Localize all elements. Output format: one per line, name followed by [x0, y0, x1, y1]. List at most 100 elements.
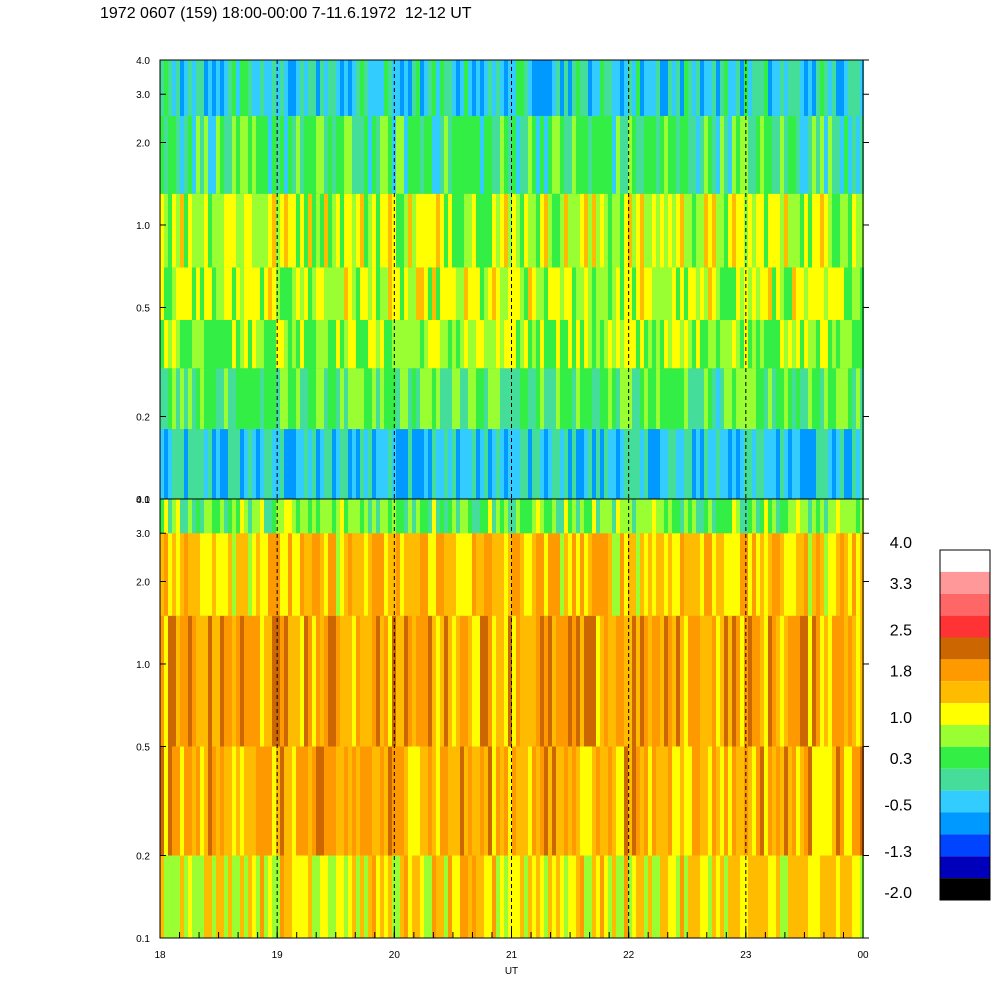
spectrogram-cell — [732, 746, 736, 856]
spectrogram-cell — [852, 615, 856, 747]
spectrogram-cell — [680, 368, 684, 430]
spectrogram-cell — [636, 115, 640, 194]
spectrogram-cell — [504, 267, 508, 321]
spectrogram-cell — [780, 533, 784, 616]
spectrogram-cell — [468, 320, 472, 369]
spectrogram-cell — [560, 855, 564, 938]
spectrogram-cell — [712, 60, 716, 116]
spectrogram-cell — [164, 368, 168, 430]
spectrogram-cell — [860, 615, 864, 747]
spectrogram-cell — [160, 429, 164, 499]
spectrogram-cell — [184, 429, 188, 499]
spectrogram-cell — [628, 855, 632, 938]
spectrogram-cell — [588, 267, 592, 321]
spectrogram-cell — [368, 368, 372, 430]
spectrogram-cell — [692, 193, 696, 268]
spectrogram-cell — [408, 320, 412, 369]
spectrogram-cell — [164, 533, 168, 616]
spectrogram-cell — [464, 855, 468, 938]
spectrogram-cell — [620, 499, 624, 534]
spectrogram-cell — [540, 429, 544, 499]
spectrogram-cell — [212, 855, 216, 938]
spectrogram-cell — [280, 429, 284, 499]
spectrogram-cell — [228, 320, 232, 369]
spectrogram-cell — [252, 855, 256, 938]
spectrogram-cell — [468, 533, 472, 616]
spectrogram-cell — [676, 60, 680, 116]
spectrogram-cell — [620, 193, 624, 268]
spectrogram-cell — [708, 615, 712, 747]
spectrogram-cell — [324, 368, 328, 430]
spectrogram-cell — [348, 429, 352, 499]
spectrogram-cell — [556, 368, 560, 430]
spectrogram-cell — [448, 193, 452, 268]
spectrogram-cell — [812, 499, 816, 534]
spectrogram-cell — [652, 193, 656, 268]
spectrogram-cell — [484, 368, 488, 430]
spectrogram-cell — [652, 429, 656, 499]
spectrogram-cell — [208, 193, 212, 268]
spectrogram-cell — [360, 267, 364, 321]
spectrogram-cell — [492, 115, 496, 194]
spectrogram-cell — [312, 193, 316, 268]
spectrogram-cell — [204, 193, 208, 268]
spectrogram-cell — [860, 60, 864, 116]
spectrogram-cell — [564, 429, 568, 499]
spectrogram-cell — [304, 368, 308, 430]
spectrogram-cell — [280, 60, 284, 116]
spectrogram-cell — [684, 429, 688, 499]
spectrogram-cell — [800, 429, 804, 499]
spectrogram-cell — [476, 746, 480, 856]
spectrogram-cell — [572, 193, 576, 268]
spectrogram-cell — [372, 855, 376, 938]
spectrogram-cell — [652, 60, 656, 116]
spectrogram-cell — [356, 368, 360, 430]
spectrogram-cell — [256, 499, 260, 534]
colorbar-label: -1.3 — [884, 844, 912, 861]
spectrogram-cell — [816, 115, 820, 194]
spectrogram-cell — [632, 499, 636, 534]
spectrogram-cell — [772, 115, 776, 194]
spectrogram-cell — [532, 499, 536, 534]
spectrogram-cell — [748, 429, 752, 499]
colorbar-segment — [940, 681, 990, 704]
spectrogram-cell — [284, 267, 288, 321]
spectrogram-cell — [284, 60, 288, 116]
spectrogram-cell — [696, 60, 700, 116]
spectrogram-cell — [628, 429, 632, 499]
spectrogram-cell — [172, 533, 176, 616]
spectrogram-cell — [272, 320, 276, 369]
spectrogram-cell — [828, 533, 832, 616]
spectrogram-cell — [592, 499, 596, 534]
spectrogram-cell — [600, 193, 604, 268]
spectrogram-cell — [672, 533, 676, 616]
spectrogram-cell — [768, 368, 772, 430]
spectrogram-cell — [312, 533, 316, 616]
spectrogram-cell — [556, 746, 560, 856]
spectrogram-cell — [176, 60, 180, 116]
spectrogram-cell — [396, 193, 400, 268]
spectrogram-cell — [256, 368, 260, 430]
spectrogram-cell — [616, 267, 620, 321]
spectrogram-cell — [372, 368, 376, 430]
spectrogram-cell — [424, 746, 428, 856]
spectrogram-cell — [592, 193, 596, 268]
spectrogram-cell — [364, 267, 368, 321]
spectrogram-cell — [496, 499, 500, 534]
spectrogram-cell — [356, 267, 360, 321]
spectrogram-cell — [644, 855, 648, 938]
spectrogram-cell — [628, 615, 632, 747]
spectrogram-cell — [820, 115, 824, 194]
spectrogram-cell — [500, 320, 504, 369]
spectrogram-cell — [580, 368, 584, 430]
spectrogram-cell — [744, 60, 748, 116]
spectrogram-cell — [524, 320, 528, 369]
spectrogram-cell — [308, 429, 312, 499]
spectrogram-cell — [328, 368, 332, 430]
spectrogram-cell — [604, 267, 608, 321]
spectrogram-cell — [588, 615, 592, 747]
spectrogram-cell — [332, 320, 336, 369]
spectrogram-cell — [604, 193, 608, 268]
spectrogram-cell — [524, 855, 528, 938]
spectrogram-cell — [564, 320, 568, 369]
